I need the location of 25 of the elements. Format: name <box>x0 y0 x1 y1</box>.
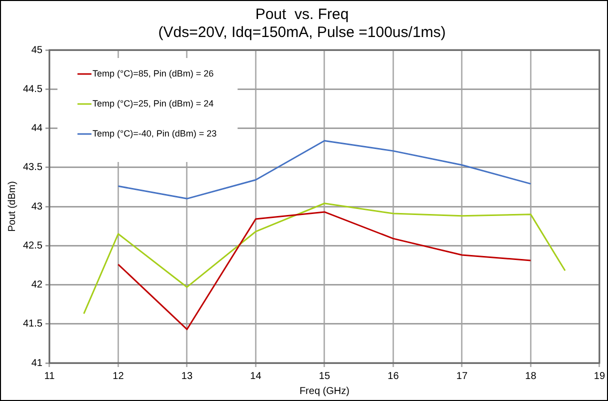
y-tick-label: 45 <box>31 44 43 56</box>
x-axis-title: Freq (GHz) <box>299 386 350 397</box>
y-tick-label: 41 <box>31 358 43 369</box>
x-tick-label: 13 <box>181 370 193 382</box>
y-tick-label: 43 <box>31 201 43 212</box>
x-tick-label: 19 <box>594 370 606 382</box>
x-tick-label: 12 <box>112 370 124 382</box>
legend-label: Temp (°C)=-40, Pin (dBm) = 23 <box>92 128 217 138</box>
chart-title: Pout vs. Freq <box>255 6 349 24</box>
x-tick-label: 16 <box>388 370 400 382</box>
x-tick-label: 18 <box>525 370 537 382</box>
y-axis-title: Pout (dBm) <box>6 181 18 232</box>
x-tick-label: 14 <box>250 370 262 382</box>
y-tick-label: 42 <box>31 280 43 290</box>
x-tick-label: 17 <box>456 370 468 382</box>
legend-label: Temp (°C)=25, Pin (dBm) = 24 <box>92 98 214 108</box>
y-tick-label: 43.5 <box>22 162 43 174</box>
y-tick-label: 44 <box>31 123 43 134</box>
x-tick-label: 11 <box>44 370 56 382</box>
x-tick-label: 15 <box>318 370 330 382</box>
chart-subtitle: (Vds=20V, Idq=150mA, Pulse =100us/1ms) <box>158 24 446 42</box>
y-tick-label: 41.5 <box>22 318 43 330</box>
legend-label: Temp (°C)=85, Pin (dBm) = 26 <box>92 68 214 78</box>
y-tick-label: 42.5 <box>22 240 43 252</box>
y-tick-label: 44.5 <box>22 84 43 95</box>
